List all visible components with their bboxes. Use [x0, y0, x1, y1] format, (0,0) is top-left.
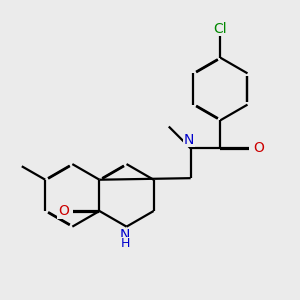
- Text: N: N: [184, 133, 194, 147]
- Text: H: H: [120, 237, 130, 250]
- Text: Cl: Cl: [214, 22, 227, 36]
- Text: O: O: [58, 204, 69, 218]
- Text: N: N: [120, 228, 130, 242]
- Text: O: O: [253, 141, 264, 155]
